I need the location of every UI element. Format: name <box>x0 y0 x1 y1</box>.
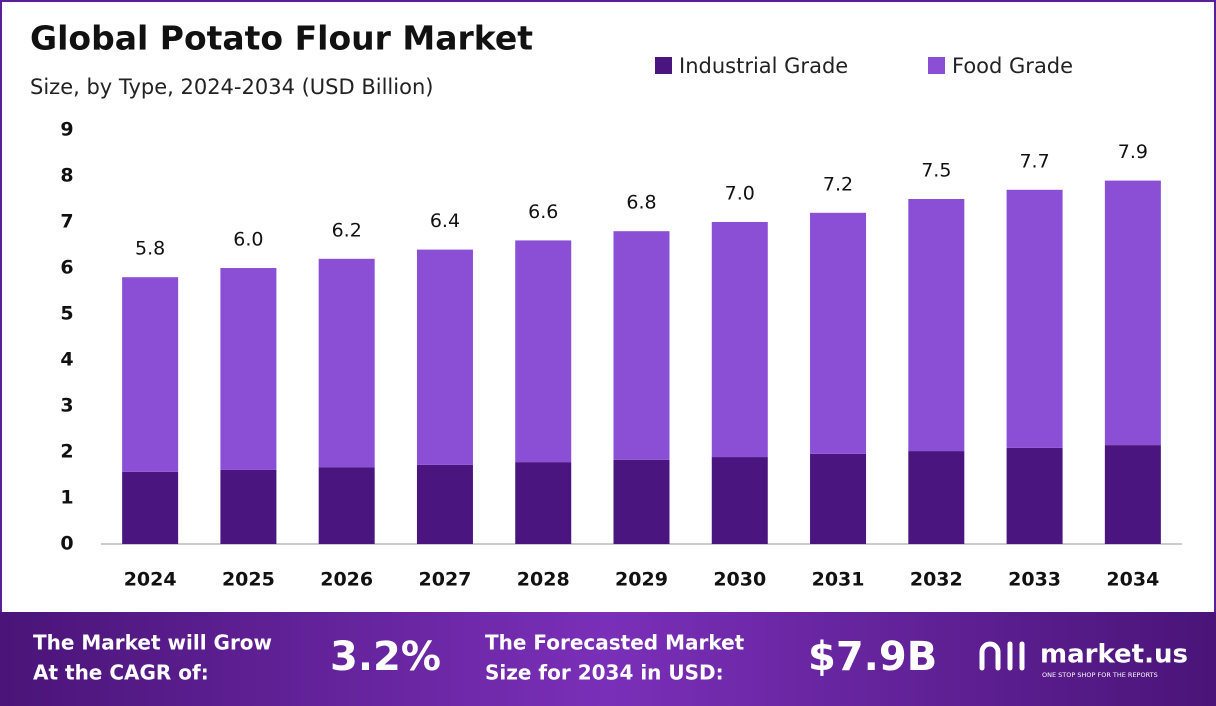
bar-segment <box>122 471 179 544</box>
y-tick-label: 0 <box>60 533 73 555</box>
x-tick-label: 2030 <box>713 569 766 591</box>
bar-segment <box>613 459 670 544</box>
bar-segment <box>318 258 375 468</box>
total-label: 7.0 <box>725 183 755 205</box>
forecast-text: Size for 2034 in USD: <box>485 661 724 685</box>
bar-segment <box>711 222 768 458</box>
y-tick-label: 1 <box>60 487 73 509</box>
bar-segment <box>1006 189 1063 448</box>
cagr-text: At the CAGR of: <box>33 661 209 685</box>
x-tick-label: 2027 <box>419 569 472 591</box>
bar-segment <box>318 467 375 544</box>
total-label: 6.0 <box>233 229 263 251</box>
total-label: 7.2 <box>823 173 853 195</box>
bar-segment <box>613 231 670 460</box>
x-tick-label: 2034 <box>1106 569 1159 591</box>
total-label: 5.8 <box>135 238 165 260</box>
y-tick-label: 7 <box>60 211 73 233</box>
y-tick-label: 2 <box>60 441 73 463</box>
cagr-value: 3.2% <box>330 634 441 680</box>
total-label: 6.2 <box>332 219 362 241</box>
bar-segment <box>515 240 572 463</box>
bar-segment <box>220 268 277 470</box>
y-tick-label: 9 <box>60 119 73 141</box>
x-tick-label: 2032 <box>910 569 963 591</box>
chart-title: Global Potato Flour Market <box>30 19 533 58</box>
legend-label: Food Grade <box>952 54 1073 78</box>
bar-segment <box>810 453 867 544</box>
bar-segment <box>416 249 473 465</box>
bar-segment <box>220 469 277 544</box>
bar-segment <box>1104 180 1161 446</box>
y-tick-label: 8 <box>60 165 73 187</box>
bar-segment <box>908 451 965 544</box>
bar-segment <box>122 277 179 472</box>
brand: market.us <box>1040 640 1188 670</box>
chart-subtitle: Size, by Type, 2024-2034 (USD Billion) <box>30 75 433 99</box>
bar-segment <box>515 462 572 544</box>
legend-swatch <box>655 57 672 74</box>
x-tick-label: 2026 <box>320 569 373 591</box>
brand-logo <box>979 641 1025 671</box>
brand-tagline: ONE STOP SHOP FOR THE REPORTS <box>1042 671 1158 679</box>
y-tick-label: 3 <box>60 395 73 417</box>
bar-segment <box>908 199 965 452</box>
x-tick-label: 2029 <box>615 569 668 591</box>
x-tick-label: 2033 <box>1008 569 1061 591</box>
y-tick-label: 5 <box>60 303 73 325</box>
y-tick-label: 6 <box>60 257 73 279</box>
bar-segment <box>416 464 473 544</box>
forecast-text: The Forecasted Market <box>485 631 745 655</box>
total-label: 6.8 <box>626 192 656 214</box>
bar-segment <box>810 212 867 454</box>
x-tick-label: 2028 <box>517 569 570 591</box>
bar-segment <box>711 457 768 544</box>
legend-swatch <box>928 57 945 74</box>
total-label: 7.5 <box>921 160 951 182</box>
x-tick-label: 2024 <box>124 569 177 591</box>
cagr-text: The Market will Grow <box>33 631 272 655</box>
legend-label: Industrial Grade <box>679 54 848 78</box>
total-label: 6.6 <box>528 201 558 223</box>
total-label: 7.9 <box>1118 141 1148 163</box>
total-label: 7.7 <box>1019 150 1049 172</box>
bar-segment <box>1104 445 1161 544</box>
footer: The Market will Grow At the CAGR of: 3.2… <box>0 612 1216 706</box>
bar-segment <box>1006 447 1063 544</box>
forecast-value: $7.9B <box>808 634 937 680</box>
x-tick-label: 2031 <box>812 569 865 591</box>
total-label: 6.4 <box>430 210 460 232</box>
x-tick-label: 2025 <box>222 569 275 591</box>
footer-band <box>0 612 1216 706</box>
y-tick-label: 4 <box>60 349 73 371</box>
